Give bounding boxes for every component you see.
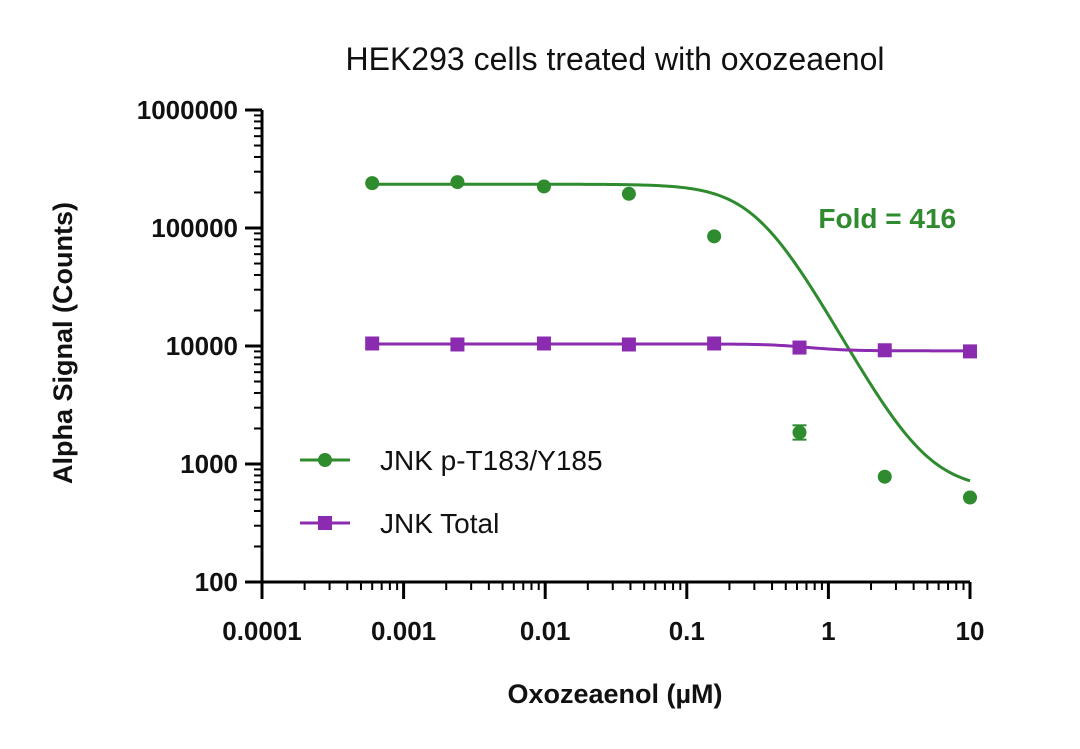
legend-label-series-1: JNK Total [380,508,499,539]
data-point-series-0 [963,490,977,505]
data-point-series-1 [450,337,465,352]
legend-marker-series-1 [318,516,332,530]
data-point-series-0 [707,229,722,244]
chart-title: HEK293 cells treated with oxozeaenol [346,41,885,77]
fit-curves [372,182,971,483]
legend: JNK p-T183/Y185 JNK Total [300,445,603,539]
y-tick-label: 10000 [166,331,238,361]
x-tick-label: 0.0001 [222,616,302,646]
x-axis-title: Oxozeaenol (µM) [507,679,722,709]
y-tick-label: 1000 [180,449,238,479]
data-point-series-0 [621,186,636,201]
data-point-series-1 [536,336,551,351]
data-points [365,175,977,505]
data-point-series-1 [877,343,892,358]
axes: 100 1000 10000 100000 1000000 0.0001 0.001 0.01… [137,95,985,646]
legend-label-series-0: JNK p-T183/Y185 [380,445,603,476]
fold-annotation: Fold = 416 [818,203,956,234]
x-tick-label: 0.001 [371,616,436,646]
legend-marker-series-0 [318,453,332,467]
data-point-series-0 [365,176,380,191]
data-point-series-1 [365,336,380,351]
x-tick-label: 10 [956,616,985,646]
x-tick-label: 1 [821,616,835,646]
data-point-series-0 [877,469,892,484]
y-tick-label: 100 [195,567,238,597]
y-axis-title: Alpha Signal (Counts) [48,202,78,484]
annotations: Fold = 416 [818,203,956,234]
fit-curve-series-0 [372,182,971,483]
data-point-series-0 [536,179,551,194]
y-tick-label: 100000 [151,213,238,243]
data-point-series-1 [621,337,636,352]
data-point-series-1 [963,344,977,359]
data-point-series-1 [792,340,807,355]
data-point-series-1 [707,336,722,351]
fit-curve-series-1 [372,342,970,353]
y-tick-label: 1000000 [137,95,238,125]
data-point-series-0 [450,175,465,190]
x-tick-label: 0.1 [669,616,705,646]
x-tick-label: 0.01 [520,616,571,646]
